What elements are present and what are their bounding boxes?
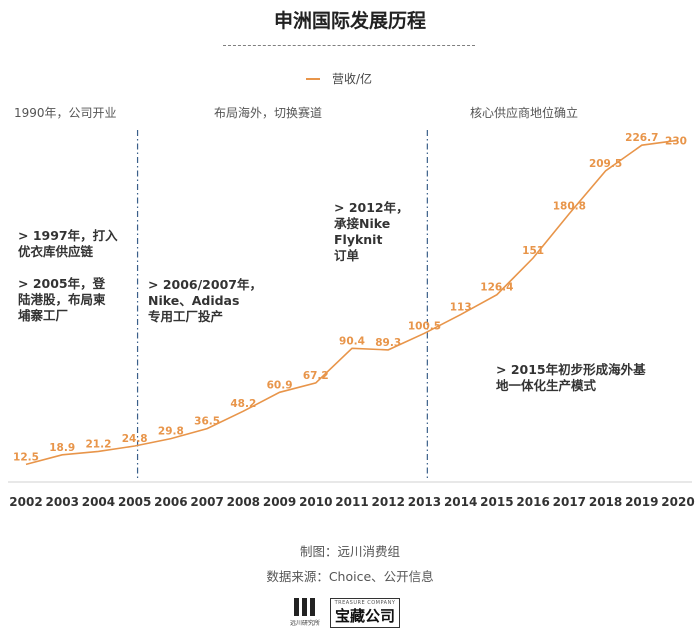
annotation-2012: > 2012年， 承接Nike Flyknit 订单 — [334, 200, 409, 263]
footer-made-by: 制图：远川消费组 — [299, 544, 400, 559]
data-label-2002: 12.5 — [13, 451, 39, 463]
x-tick-2018: 2018 — [589, 495, 622, 509]
legend: 营收/亿 — [306, 70, 372, 87]
chart-title: 申洲国际发展历程 — [273, 10, 426, 32]
x-tick-2007: 2007 — [190, 495, 223, 509]
treasure-company-logo-subtitle: TREASURE COMPANY — [334, 600, 396, 606]
x-tick-2003: 2003 — [46, 495, 79, 509]
data-label-2017: 180.8 — [553, 201, 586, 213]
data-label-2006: 29.8 — [158, 426, 184, 438]
data-label-2016: 151 — [522, 245, 544, 257]
title-underline — [223, 45, 475, 46]
annotation-1997: > 1997年，打入 优衣库供应链 — [18, 228, 118, 259]
data-label-2012: 89.3 — [375, 337, 401, 349]
yuanchuan-logo-text: 远川研究所 — [290, 620, 321, 627]
data-label-2003: 18.9 — [49, 442, 75, 454]
x-tick-2004: 2004 — [82, 495, 115, 509]
data-label-2014: 113 — [450, 302, 472, 314]
yuanchuan-logo: 远川研究所 — [290, 598, 322, 627]
data-label-2011: 90.4 — [339, 335, 365, 347]
annotation-2005: > 2005年，登 陆港股，布局柬 埔寨工厂 — [18, 276, 106, 323]
annotation-2015: > 2015年初步形成海外基 地一体化生产模式 — [496, 362, 646, 393]
x-tick-2012: 2012 — [372, 495, 405, 509]
x-tick-2017: 2017 — [553, 495, 586, 509]
x-tick-2005: 2005 — [118, 495, 151, 509]
x-tick-2015: 2015 — [480, 495, 513, 509]
phase-label-1: 1990年，公司开业 — [14, 106, 117, 120]
revenue-line-chart: 12.5 18.9 21.2 24.8 29.8 36.5 48.2 60.9 67.2 90.4… — [8, 130, 695, 509]
phase-label-2: 布局海外，切换赛道 — [214, 106, 323, 120]
data-label-2019: 226.7 — [625, 132, 658, 144]
data-label-2018: 209.5 — [589, 158, 622, 170]
x-tick-2002: 2002 — [9, 495, 42, 509]
annotation-2006-2007: > 2006/2007年， Nike、Adidas 专用工厂投产 — [148, 277, 262, 324]
data-label-2005: 24.8 — [122, 433, 148, 445]
yuanchuan-logo-icon — [294, 598, 318, 616]
x-tick-2008: 2008 — [227, 495, 260, 509]
treasure-company-logo-text: 宝藏公司 — [334, 607, 395, 625]
data-label-2020: 230 — [665, 135, 687, 147]
series-line-revenue — [25, 139, 679, 466]
x-tick-2020: 2020 — [661, 495, 694, 509]
legend-label: 营收/亿 — [332, 72, 373, 86]
data-label-2015: 126.4 — [480, 282, 513, 294]
x-tick-2006: 2006 — [154, 495, 187, 509]
x-tick-2009: 2009 — [263, 495, 296, 509]
x-tick-2016: 2016 — [516, 495, 549, 509]
x-tick-2014: 2014 — [444, 495, 477, 509]
legend-swatch — [306, 77, 320, 80]
data-label-2010: 67.2 — [303, 370, 329, 382]
footer-source: 数据来源：Choice、公开信息 — [266, 569, 434, 584]
data-label-2008: 48.2 — [230, 398, 256, 410]
x-tick-2019: 2019 — [625, 495, 658, 509]
phase-label-3: 核心供应商地位确立 — [470, 106, 579, 120]
data-label-2004: 21.2 — [85, 438, 111, 450]
x-tick-2013: 2013 — [408, 495, 441, 509]
data-label-2009: 60.9 — [267, 379, 293, 391]
x-tick-2010: 2010 — [299, 495, 332, 509]
data-label-2007: 36.5 — [194, 416, 220, 428]
treasure-company-logo: TREASURE COMPANY 宝藏公司 — [330, 598, 400, 628]
x-tick-2011: 2011 — [335, 495, 368, 509]
data-label-2013: 100.5 — [408, 320, 441, 332]
